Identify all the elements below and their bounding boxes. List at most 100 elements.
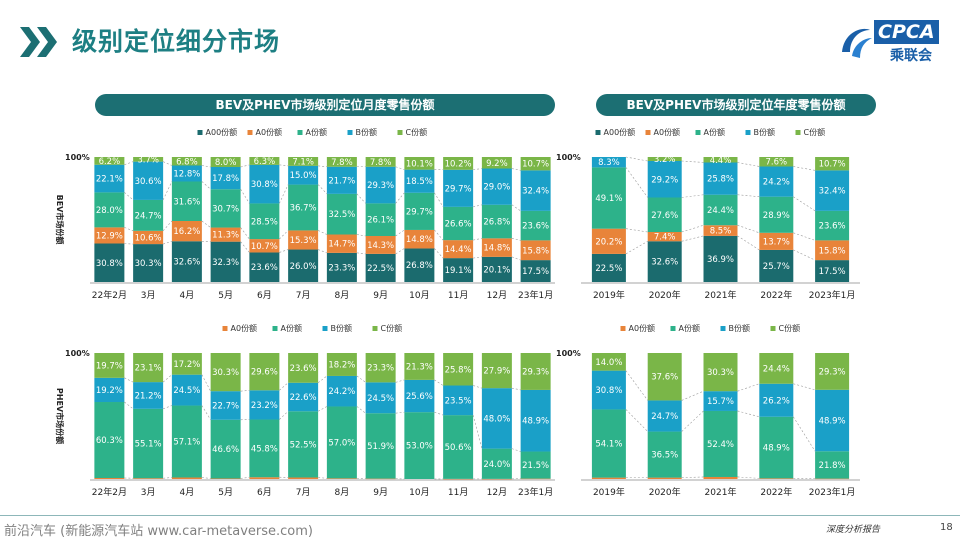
data-label-B-1: 30.6%	[135, 177, 162, 187]
data-label-C-7: 23.3%	[367, 364, 394, 374]
data-label-B-6: 24.2%	[328, 387, 355, 397]
data-label-B-2: 24.5%	[173, 386, 200, 396]
data-label-A-7: 26.1%	[367, 216, 394, 226]
bar-C-8	[404, 157, 435, 170]
connector-9-1	[473, 238, 482, 241]
bar-C-2	[171, 157, 202, 166]
bar-B-0	[94, 164, 125, 193]
connector-8-2	[434, 192, 444, 208]
bar-C-2	[703, 157, 738, 163]
bar-A-0	[591, 409, 626, 478]
category-label-1: 2020年	[649, 289, 681, 301]
data-label-A-4: 28.5%	[251, 217, 278, 227]
connector-1-0	[163, 240, 172, 245]
chart-bev-monthly: A00份额 A0份额 A份额 B份额 C份额 100% BEV市场份额 30.8% 12.9% 2…	[55, 127, 555, 301]
data-label-A00-2: 36.9%	[707, 255, 734, 265]
connector-10-3	[511, 168, 521, 171]
connector-1-1	[162, 220, 173, 232]
legend-swatch-A0	[222, 326, 228, 331]
legend-label-A: A份额	[306, 127, 327, 137]
bar-A-2	[703, 194, 738, 226]
connector-2-2	[737, 383, 760, 392]
legend-label-A0: A0份额	[256, 127, 283, 137]
connector-3-3	[793, 166, 816, 171]
data-label-C-11: 29.3%	[522, 367, 549, 377]
data-label-A0-3: 13.7%	[763, 237, 790, 247]
category-label-11: 23年1月	[518, 289, 553, 301]
data-label-A00-0: 30.8%	[96, 259, 123, 269]
legend-swatch-C	[770, 326, 776, 331]
chart-phev-annual: A0份额A份额B份额C份额100%1.1%54.1%30.8%14.0%2019…	[556, 323, 860, 498]
connector-3-1	[240, 227, 250, 240]
bar-B-3	[210, 391, 241, 420]
data-label-C-4: 6.3%	[254, 157, 276, 167]
category-label-1: 3月	[141, 290, 156, 301]
bar-A-2	[171, 181, 202, 221]
bar-A0-6	[326, 234, 357, 253]
bar-C-1	[647, 157, 682, 161]
connector-0-2	[625, 167, 648, 198]
data-label-B-11: 48.9%	[522, 417, 549, 427]
data-label-A00-7: 22.5%	[367, 264, 394, 274]
connector-1-2	[681, 390, 704, 401]
connector-10-0	[511, 256, 521, 261]
connector-3-1	[793, 416, 816, 452]
category-label-5: 7月	[296, 487, 311, 498]
connector-8-1	[434, 411, 444, 416]
bar-A-2	[703, 410, 738, 477]
legend-label-A: A份额	[679, 323, 700, 333]
legend-swatch-B	[720, 326, 726, 331]
bar-A0-4	[249, 239, 280, 253]
bar-A-10	[481, 204, 512, 239]
bar-C-0	[94, 157, 125, 165]
bar-A-4	[815, 210, 850, 241]
bar-A0-7	[365, 478, 396, 480]
connector-5-0	[318, 249, 327, 254]
legend-label-A: A份额	[281, 323, 302, 333]
data-label-A-5: 36.7%	[290, 204, 317, 214]
bar-A00-11	[520, 260, 551, 282]
bar-A00-2	[703, 235, 738, 282]
data-label-C-4: 10.7%	[819, 160, 846, 170]
legend-swatch-A	[297, 130, 303, 135]
data-label-A00-5: 26.0%	[290, 262, 317, 272]
connector-4-1	[279, 230, 289, 240]
legend-label-B: B份额	[331, 323, 353, 333]
data-label-A00-10: 20.1%	[483, 265, 510, 275]
connector-2-1	[737, 224, 760, 234]
category-label-3: 5月	[218, 290, 233, 301]
bar-B-9	[443, 169, 474, 207]
connector-5-3	[318, 165, 327, 168]
data-label-B-3: 24.2%	[763, 178, 790, 188]
connector-9-2	[473, 204, 482, 208]
data-label-A-0: 60.3%	[96, 436, 123, 446]
bar-B-5	[288, 382, 319, 412]
connector-7-2	[395, 192, 405, 204]
category-label-3: 2022年	[760, 289, 792, 301]
data-label-A00-6: 23.3%	[328, 263, 355, 273]
legend-swatch-C	[372, 326, 378, 331]
footer-watermark: 前沿汽车 (新能源汽车站 www.car-metaverse.com)	[4, 524, 313, 539]
category-label-10: 12月	[487, 290, 507, 301]
connector-6-1	[356, 406, 366, 414]
data-label-A-1: 55.1%	[135, 440, 162, 450]
data-label-C-6: 7.8%	[331, 158, 353, 168]
y-axis-title: PHEV市场份额	[55, 388, 65, 444]
bar-A-10	[481, 448, 512, 479]
data-label-A-1: 36.5%	[651, 451, 678, 461]
footer-divider	[0, 515, 960, 516]
bar-B-1	[647, 161, 682, 198]
connector-1-2	[162, 374, 173, 383]
title-monthly: BEV及PHEV市场级别定位月度零售份额	[95, 94, 555, 116]
bar-A-6	[326, 406, 357, 479]
data-label-C-0: 6.2%	[99, 157, 121, 167]
data-label-B-2: 12.8%	[173, 170, 200, 180]
data-label-C-3: 8.0%	[215, 158, 237, 168]
legend-label-C: C份额	[779, 323, 801, 333]
data-label-A-1: 24.7%	[135, 211, 162, 221]
connector-6-1	[356, 234, 366, 237]
data-label-C-1: 3.2%	[654, 155, 676, 165]
category-label-9: 11月	[448, 487, 468, 498]
bar-A0-2	[703, 225, 738, 236]
data-label-A-2: 24.4%	[707, 206, 734, 216]
